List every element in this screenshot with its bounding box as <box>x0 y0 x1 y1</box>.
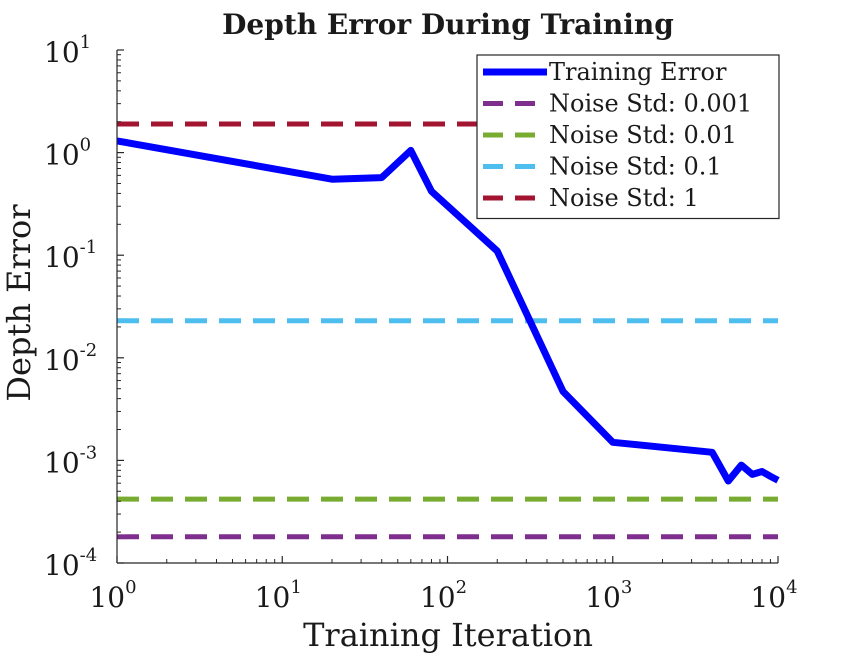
x-tick-label: 103 <box>585 577 632 614</box>
axes <box>116 49 779 564</box>
x-tick-label: 100 <box>89 577 136 614</box>
legend-label-0: Training Error <box>549 58 727 86</box>
y-axis-label: Depth Error <box>0 204 38 402</box>
x-tick-label: 102 <box>420 577 467 614</box>
x-tick-label: 104 <box>750 577 797 614</box>
y-tick-label: 100 <box>44 135 91 172</box>
legend-label-3: Noise Std: 0.1 <box>549 153 722 181</box>
tick-labels: 100 101 102 103 104 101 100 10-1 10-2 10-3 10-4 <box>44 32 798 614</box>
y-tick-label: 101 <box>44 32 91 69</box>
x-tick-label: 101 <box>255 577 302 614</box>
y-tick-label: 10-3 <box>44 442 97 479</box>
legend: Training Error Noise Std: 0.001 Noise Std:… <box>476 54 780 220</box>
y-tick-label: 10-1 <box>44 237 97 274</box>
chart-title: Depth Error During Training <box>222 8 674 41</box>
series-line-0 <box>116 137 780 485</box>
x-axis-label: Training Iteration <box>303 616 593 654</box>
y-tick-label: 10-2 <box>44 340 97 377</box>
legend-label-1: Noise Std: 0.001 <box>549 90 752 118</box>
legend-label-2: Noise Std: 0.01 <box>549 121 737 149</box>
y-tick-label: 10-4 <box>44 545 97 582</box>
legend-label-4: Noise Std: 1 <box>549 184 699 212</box>
